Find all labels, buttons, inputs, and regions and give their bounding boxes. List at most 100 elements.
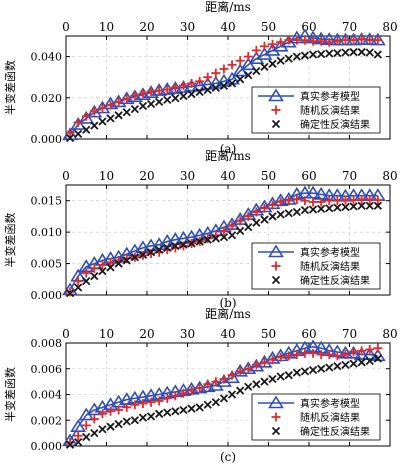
x-marker	[219, 81, 229, 90]
x-marker	[130, 416, 139, 425]
x-b	[227, 231, 237, 240]
x-b	[114, 419, 123, 429]
x-b	[171, 407, 180, 416]
x-marker	[138, 101, 148, 111]
plus-marker	[187, 386, 197, 396]
x-marker	[308, 205, 318, 214]
series-x	[65, 354, 382, 449]
plus-marker	[357, 34, 367, 44]
series-plus	[65, 343, 383, 447]
x-marker	[268, 374, 277, 384]
x-marker	[138, 250, 148, 259]
legend-label: 确定性反演结果	[300, 425, 370, 438]
chart-panel-c: 0 10 20 30 40 50 60 70 80 距离/ms 0.000 0.002 0.004 0.0…	[3, 306, 398, 464]
legend-label: 真实参考模型	[300, 90, 360, 103]
x-marker	[106, 114, 115, 123]
chart-panel-a: 0 10 20 30 40 50 60 70 80距离/ms0.0000.0200.040半变差…	[3, 0, 398, 156]
x-marker	[325, 204, 334, 213]
x-marker	[365, 48, 374, 57]
triangle-marker	[232, 63, 249, 77]
x-b	[82, 277, 91, 286]
plus-marker	[268, 200, 278, 210]
x-marker	[130, 253, 139, 262]
x-b	[268, 374, 277, 384]
panel-caption: (a)	[220, 142, 237, 156]
x-marker	[276, 210, 285, 219]
x-b	[252, 218, 261, 227]
x-b	[317, 204, 326, 214]
plus-marker	[235, 56, 245, 66]
plus-marker	[73, 431, 83, 441]
x-b	[300, 51, 310, 60]
x-marker	[211, 398, 220, 407]
triangle-marker	[62, 127, 78, 141]
x-b	[98, 266, 107, 276]
series-plus	[65, 34, 383, 138]
x-tick-label: 10	[99, 327, 114, 341]
x-marker	[260, 377, 269, 386]
plus-marker	[187, 78, 197, 88]
plus-marker	[340, 35, 350, 45]
triangle-marker	[78, 110, 95, 124]
x-b	[187, 239, 196, 248]
plus-marker	[162, 85, 172, 95]
x-b	[260, 377, 269, 386]
plus-marker	[227, 60, 237, 70]
x-b	[276, 56, 285, 65]
x-marker	[82, 125, 91, 134]
x-b	[138, 250, 148, 259]
x-marker	[98, 425, 107, 434]
triangle-marker	[268, 88, 284, 102]
plus-marker	[97, 103, 107, 113]
x-b	[373, 354, 382, 363]
x-b	[365, 356, 374, 366]
x-marker	[260, 215, 269, 224]
plus-marker	[259, 203, 269, 213]
x-marker	[171, 94, 180, 103]
triangle-marker	[240, 57, 257, 71]
x-b	[106, 422, 115, 431]
triangle-marker	[70, 117, 87, 130]
x-marker	[90, 272, 99, 281]
x-b	[179, 92, 188, 101]
triangle-marker	[70, 419, 87, 432]
x-b	[122, 108, 131, 117]
x-marker	[349, 359, 358, 368]
x-marker	[74, 438, 83, 447]
plus-marker	[219, 226, 229, 236]
x-b	[211, 234, 220, 243]
plus-marker	[324, 37, 334, 47]
plus-marker	[106, 257, 116, 267]
plus-marker	[154, 86, 164, 96]
x-tick-label: 70	[342, 169, 357, 183]
x-b	[325, 363, 334, 372]
y-tick-label: 0.004	[31, 389, 63, 402]
x-b	[90, 272, 99, 281]
plus-marker	[178, 388, 188, 398]
plus-marker	[219, 374, 229, 384]
plus-marker	[114, 97, 124, 107]
x-b	[90, 121, 99, 130]
plus-marker	[271, 105, 281, 115]
x-marker	[195, 237, 204, 246]
x-marker	[187, 89, 196, 99]
x-marker	[236, 75, 245, 84]
x-marker	[98, 117, 107, 126]
x-marker	[155, 409, 164, 418]
y-tick-label: 0.015	[31, 195, 63, 208]
legend-item: 随机反演结果	[271, 104, 360, 117]
plus-marker	[284, 351, 294, 361]
legend-item: 确定性反演结果	[271, 425, 370, 438]
x-marker	[357, 358, 366, 367]
x-b	[373, 50, 382, 59]
x-marker	[122, 417, 131, 426]
legend-label: 真实参考模型	[300, 246, 360, 259]
plus-marker	[81, 111, 91, 121]
x-marker	[195, 403, 204, 412]
x-marker	[90, 428, 99, 438]
x-b	[271, 426, 281, 436]
x-marker	[284, 209, 293, 218]
x-marker	[179, 240, 188, 249]
triangle-marker	[264, 42, 281, 56]
